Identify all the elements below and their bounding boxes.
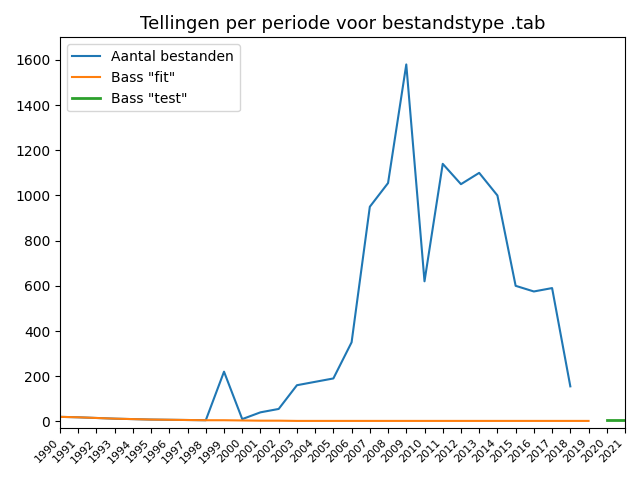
Bass "fit": [166, 417, 173, 423]
Aantal bestanden: [184, 417, 191, 423]
Bass "fit": [348, 418, 355, 424]
Aantal bestanden: [275, 406, 282, 412]
Bass "fit": [56, 414, 64, 420]
Bass "fit": [493, 418, 501, 424]
Bass "fit": [293, 418, 301, 424]
Bass "fit": [275, 418, 282, 423]
Aantal bestanden: [348, 339, 355, 345]
Bass "fit": [311, 418, 319, 424]
Bass "fit": [420, 418, 428, 424]
Aantal bestanden: [202, 417, 210, 423]
Aantal bestanden: [238, 416, 246, 422]
Aantal bestanden: [330, 375, 337, 381]
Bass "fit": [202, 417, 210, 423]
Bass "fit": [457, 418, 465, 424]
Aantal bestanden: [439, 161, 447, 167]
Legend: Aantal bestanden, Bass "fit", Bass "test": Aantal bestanden, Bass "fit", Bass "test…: [67, 44, 239, 111]
Aantal bestanden: [111, 416, 118, 421]
Aantal bestanden: [311, 379, 319, 384]
Aantal bestanden: [257, 409, 264, 415]
Aantal bestanden: [548, 285, 556, 291]
Aantal bestanden: [56, 414, 64, 420]
Aantal bestanden: [293, 383, 301, 388]
Bass "fit": [238, 418, 246, 423]
Bass "fit": [476, 418, 483, 424]
Bass "fit": [74, 414, 82, 420]
Aantal bestanden: [403, 61, 410, 67]
Bass "test": [621, 417, 629, 423]
Aantal bestanden: [366, 204, 374, 210]
Line: Aantal bestanden: Aantal bestanden: [60, 64, 570, 420]
Aantal bestanden: [147, 417, 155, 422]
Bass "fit": [548, 418, 556, 424]
Aantal bestanden: [420, 278, 428, 284]
Bass "fit": [111, 416, 118, 421]
Bass "test": [603, 417, 611, 423]
Bass "fit": [384, 418, 392, 424]
Aantal bestanden: [476, 170, 483, 176]
Bass "fit": [93, 415, 100, 421]
Bass "fit": [366, 418, 374, 424]
Bass "fit": [257, 418, 264, 423]
Aantal bestanden: [74, 414, 82, 420]
Aantal bestanden: [220, 369, 228, 374]
Bass "fit": [147, 417, 155, 422]
Bass "fit": [184, 417, 191, 423]
Aantal bestanden: [512, 283, 520, 288]
Bass "fit": [330, 418, 337, 424]
Bass "fit": [585, 418, 593, 424]
Aantal bestanden: [129, 416, 137, 422]
Aantal bestanden: [166, 417, 173, 423]
Aantal bestanden: [566, 384, 574, 389]
Aantal bestanden: [384, 180, 392, 186]
Aantal bestanden: [493, 192, 501, 198]
Bass "fit": [403, 418, 410, 424]
Bass "fit": [129, 416, 137, 422]
Title: Tellingen per periode voor bestandstype .tab: Tellingen per periode voor bestandstype …: [140, 15, 545, 33]
Line: Bass "fit": Bass "fit": [60, 417, 589, 421]
Bass "fit": [530, 418, 538, 424]
Aantal bestanden: [457, 181, 465, 187]
Bass "fit": [220, 417, 228, 423]
Bass "fit": [439, 418, 447, 424]
Bass "fit": [512, 418, 520, 424]
Aantal bestanden: [93, 415, 100, 421]
Aantal bestanden: [530, 288, 538, 294]
Bass "fit": [566, 418, 574, 424]
